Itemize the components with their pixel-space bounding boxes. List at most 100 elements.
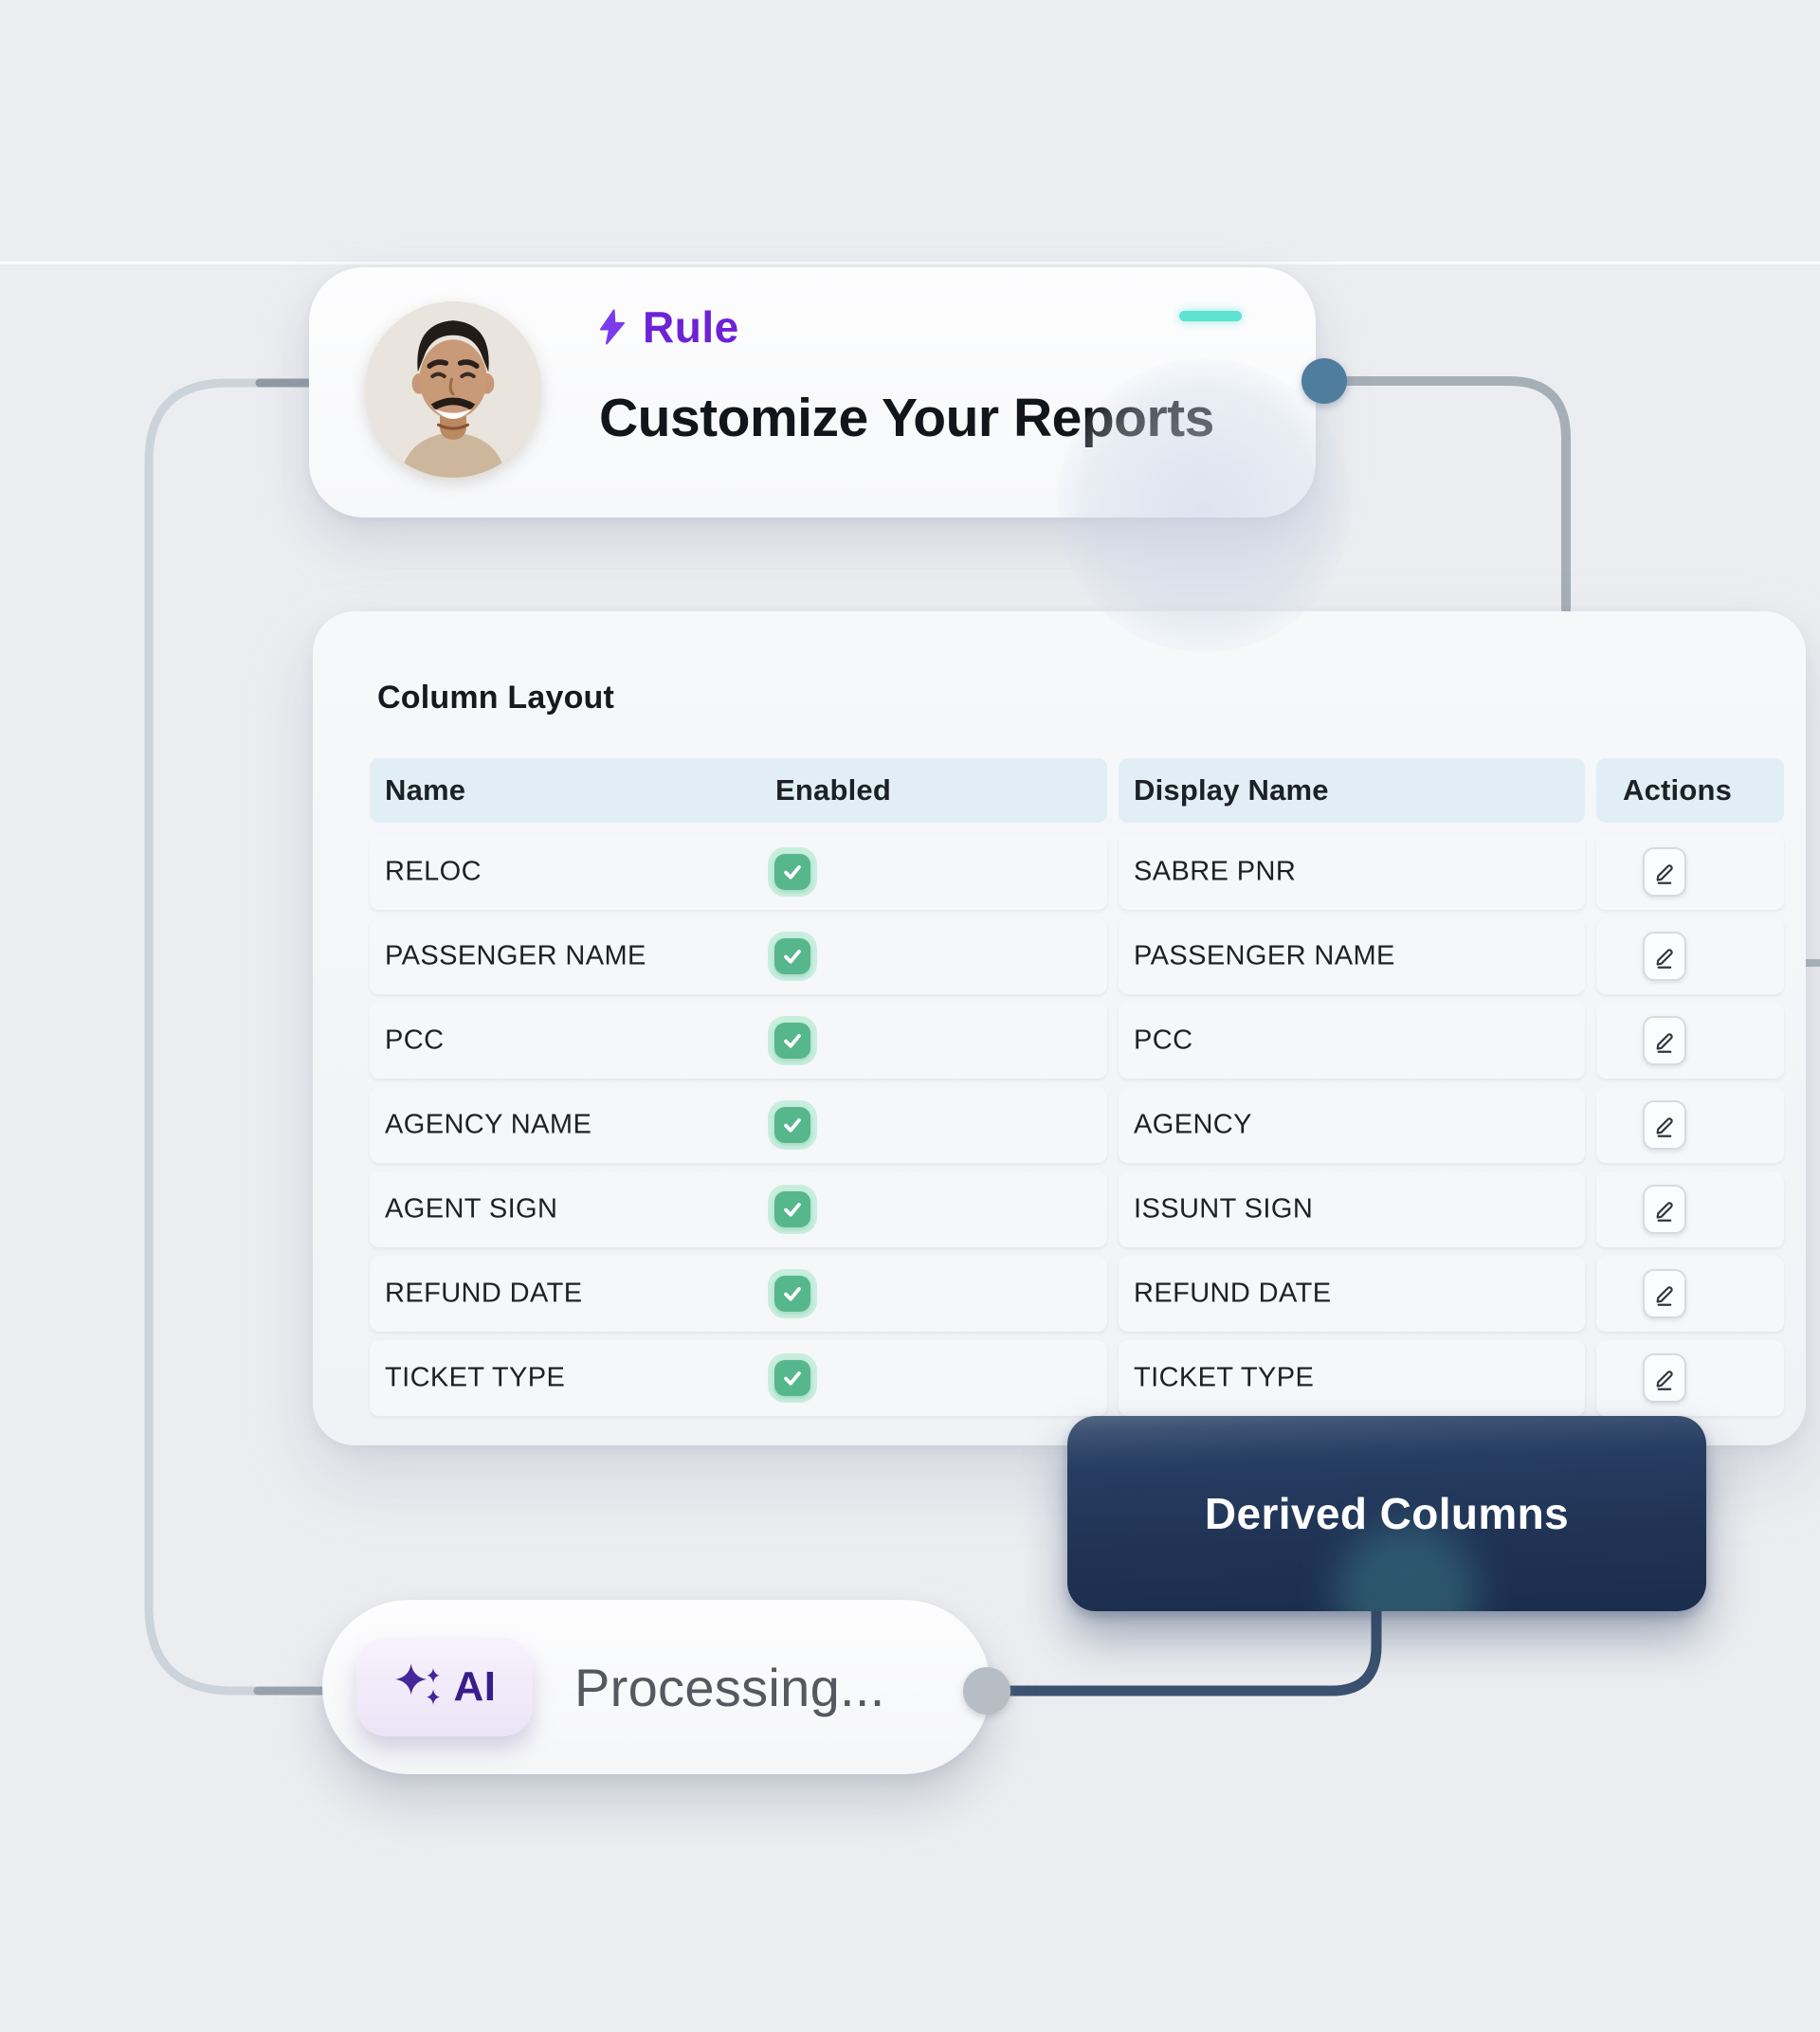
- row-display-segment: SABRE PNR: [1119, 834, 1585, 910]
- check-icon: [784, 1371, 801, 1386]
- header-name: Name: [385, 773, 466, 807]
- table-rows: RELOC SABRE PNR PASSENGER NAME: [370, 834, 1784, 1416]
- pencil-icon: [1656, 1032, 1673, 1053]
- column-layout-card: Column Layout Name Enabled Display Name …: [313, 611, 1806, 1445]
- table-row: RELOC SABRE PNR: [370, 834, 1784, 910]
- connector-node-rule-output: [1301, 358, 1347, 404]
- ai-badge: AI: [356, 1638, 533, 1736]
- row-display-segment: AGENCY: [1119, 1087, 1585, 1163]
- enabled-checkbox[interactable]: [774, 938, 810, 974]
- display-name-value: AGENCY: [1134, 1109, 1252, 1140]
- teal-accent-dash: [1179, 311, 1242, 321]
- processing-status-text: Processing...: [574, 1657, 885, 1717]
- column-name-value: PASSENGER NAME: [385, 940, 646, 971]
- display-name-value: REFUND DATE: [1134, 1278, 1332, 1309]
- column-name-value: AGENCY NAME: [385, 1109, 592, 1140]
- pencil-icon: [1656, 1116, 1673, 1137]
- table-row: TICKET TYPE TICKET TYPE: [370, 1340, 1784, 1416]
- column-name-value: PCC: [385, 1025, 445, 1056]
- column-name-value: TICKET TYPE: [385, 1362, 566, 1393]
- row-actions-segment: [1596, 1087, 1784, 1163]
- pencil-icon: [1656, 1285, 1673, 1306]
- background-seam-line: [0, 262, 1820, 264]
- ai-badge-label: AI: [453, 1663, 497, 1710]
- pencil-icon: [1656, 1370, 1673, 1390]
- row-name-enabled-segment: TICKET TYPE: [370, 1340, 1107, 1416]
- edit-button[interactable]: [1643, 932, 1686, 981]
- row-name-enabled-segment: REFUND DATE: [370, 1256, 1107, 1332]
- ai-processing-pill: AI Processing...: [322, 1600, 991, 1774]
- table-row: PCC PCC: [370, 1003, 1784, 1079]
- header-display-segment: Display Name: [1119, 758, 1585, 823]
- header-enabled: Enabled: [775, 773, 891, 807]
- derived-columns-button[interactable]: Derived Columns: [1067, 1416, 1706, 1611]
- edit-button[interactable]: [1643, 1100, 1686, 1150]
- enabled-checkbox[interactable]: [774, 1107, 810, 1143]
- enabled-checkbox[interactable]: [774, 1360, 810, 1396]
- column-name-value: AGENT SIGN: [385, 1193, 558, 1225]
- check-icon: [784, 950, 801, 964]
- row-actions-segment: [1596, 1340, 1784, 1416]
- table-header: Name Enabled Display Name Actions: [370, 758, 1784, 823]
- edit-button[interactable]: [1643, 1353, 1686, 1403]
- table-row: REFUND DATE REFUND DATE: [370, 1256, 1784, 1332]
- edit-button[interactable]: [1643, 847, 1686, 897]
- check-icon: [784, 1118, 801, 1133]
- check-icon: [784, 1034, 801, 1048]
- row-display-segment: REFUND DATE: [1119, 1256, 1585, 1332]
- row-name-enabled-segment: AGENCY NAME: [370, 1087, 1107, 1163]
- rule-card: Rule Customize Your Reports: [309, 267, 1316, 517]
- rule-badge: Rule: [593, 301, 739, 353]
- table-row: AGENCY NAME AGENCY: [370, 1087, 1784, 1163]
- display-name-value: TICKET TYPE: [1134, 1362, 1315, 1393]
- enabled-checkbox[interactable]: [774, 1276, 810, 1312]
- connector-button-to-pill: [999, 1606, 1382, 1696]
- card-title: Column Layout: [377, 680, 615, 716]
- display-name-value: SABRE PNR: [1134, 856, 1297, 887]
- row-actions-segment: [1596, 834, 1784, 910]
- enabled-checkbox[interactable]: [774, 1023, 810, 1059]
- column-name-value: RELOC: [385, 856, 482, 887]
- rule-badge-label: Rule: [643, 302, 739, 352]
- row-actions-segment: [1596, 1171, 1784, 1247]
- pencil-icon: [1656, 1201, 1673, 1222]
- row-display-segment: PCC: [1119, 1003, 1585, 1079]
- avatar: [365, 301, 541, 478]
- row-name-enabled-segment: RELOC: [370, 834, 1107, 910]
- display-name-value: ISSUNT SIGN: [1134, 1193, 1314, 1225]
- row-name-enabled-segment: PASSENGER NAME: [370, 918, 1107, 994]
- check-icon: [784, 865, 801, 880]
- rule-card-title: Customize Your Reports: [599, 388, 1214, 448]
- sparkle-icon: [394, 1663, 440, 1705]
- table-row: AGENT SIGN ISSUNT SIGN: [370, 1171, 1784, 1247]
- header-name-enabled-segment: Name Enabled: [370, 758, 1107, 823]
- row-name-enabled-segment: AGENT SIGN: [370, 1171, 1107, 1247]
- pencil-icon: [1656, 948, 1673, 969]
- header-actions-segment: Actions: [1596, 758, 1784, 823]
- row-display-segment: PASSENGER NAME: [1119, 918, 1585, 994]
- edit-button[interactable]: [1643, 1269, 1686, 1318]
- edit-button[interactable]: [1643, 1016, 1686, 1065]
- row-actions-segment: [1596, 918, 1784, 994]
- edit-button[interactable]: [1643, 1185, 1686, 1234]
- enabled-checkbox[interactable]: [774, 1191, 810, 1227]
- display-name-value: PCC: [1134, 1025, 1193, 1056]
- avatar-illustration: [365, 301, 541, 478]
- header-actions: Actions: [1623, 773, 1733, 807]
- table-row: PASSENGER NAME PASSENGER NAME: [370, 918, 1784, 994]
- connector-rule-to-table: [1342, 376, 1571, 619]
- enabled-checkbox[interactable]: [774, 854, 810, 890]
- row-actions-segment: [1596, 1003, 1784, 1079]
- display-name-value: PASSENGER NAME: [1134, 940, 1395, 971]
- row-name-enabled-segment: PCC: [370, 1003, 1107, 1079]
- check-icon: [784, 1203, 801, 1217]
- check-icon: [784, 1287, 801, 1301]
- header-display-name: Display Name: [1134, 773, 1329, 807]
- pencil-icon: [1656, 863, 1673, 884]
- connector-node-processing-input: [963, 1667, 1010, 1714]
- derived-columns-label: Derived Columns: [1204, 1489, 1570, 1538]
- row-display-segment: TICKET TYPE: [1119, 1340, 1585, 1416]
- connector-left-loop: [144, 378, 332, 1696]
- row-display-segment: ISSUNT SIGN: [1119, 1171, 1585, 1247]
